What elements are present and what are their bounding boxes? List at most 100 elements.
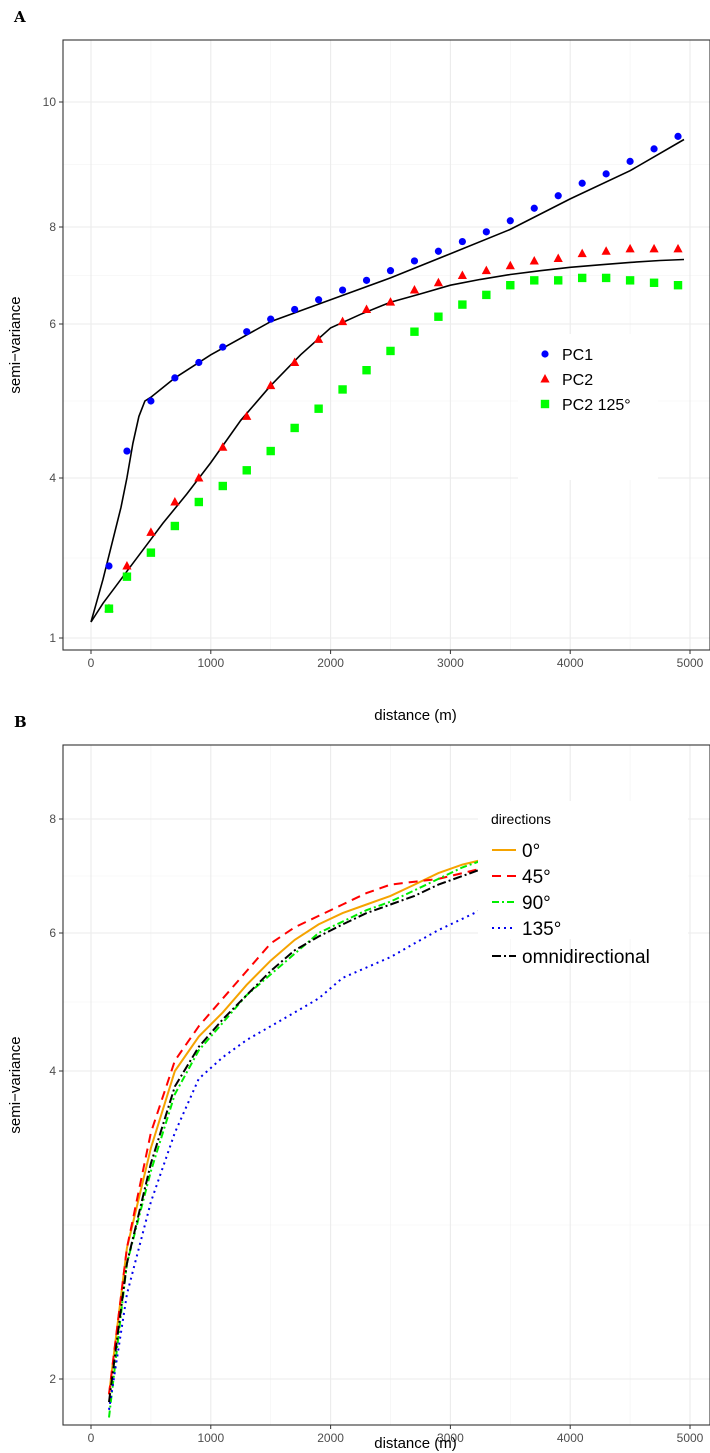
series-line-1	[108, 835, 679, 1395]
point-pc2-125-	[104, 604, 114, 613]
point-pc2	[553, 253, 563, 263]
point-pc2	[409, 285, 420, 294]
point-pc2	[433, 277, 444, 287]
legend-label: 90°	[522, 893, 551, 914]
legend-label: omnidirectional	[522, 947, 650, 968]
point-pc1	[171, 374, 179, 382]
x-tick-label: 0	[88, 656, 95, 670]
point-pc2	[529, 255, 539, 265]
point-pc2-125-	[506, 281, 515, 290]
y-axis-title: semi−variance	[7, 1036, 24, 1133]
point-pc1	[578, 179, 586, 187]
point-pc2-125-	[194, 497, 204, 507]
point-pc2-125-	[362, 366, 371, 375]
point-pc1	[147, 397, 155, 405]
y-tick-label: 4	[49, 1064, 56, 1078]
x-tick-label: 5000	[677, 656, 704, 670]
point-pc1	[243, 328, 251, 336]
legend-label: 0°	[522, 841, 540, 862]
point-pc1	[410, 257, 419, 265]
panel-b-label: B	[14, 713, 27, 731]
x-tick-label: 1000	[197, 656, 224, 670]
point-pc2-125-	[410, 327, 419, 336]
point-pc2	[625, 243, 635, 253]
x-tick-label: 5000	[677, 1431, 704, 1445]
point-pc1	[674, 132, 682, 140]
point-pc2-125-	[577, 273, 587, 283]
point-pc1	[315, 296, 323, 304]
point-pc2	[385, 297, 396, 306]
point-pc2	[577, 248, 587, 258]
point-pc1	[362, 276, 371, 284]
point-pc2-125-	[649, 278, 659, 287]
point-pc1	[506, 217, 514, 225]
x-tick-label: 0	[88, 1431, 95, 1445]
point-pc2	[122, 561, 132, 570]
point-pc2	[673, 243, 683, 253]
x-axis-title: distance (m)	[374, 707, 457, 724]
plot-border	[62, 744, 710, 1426]
y-tick-label: 8	[49, 812, 56, 826]
point-pc2	[649, 243, 659, 253]
point-pc1	[602, 170, 610, 178]
point-pc2-125-	[146, 548, 156, 557]
point-pc2-125-	[242, 466, 251, 475]
point-pc2-125-	[673, 281, 683, 290]
point-pc2-125-	[386, 346, 395, 356]
point-pc1	[482, 228, 490, 236]
point-pc1	[434, 247, 443, 255]
point-pc1	[123, 447, 131, 455]
point-pc2	[601, 246, 611, 255]
point-pc2-125-	[625, 276, 635, 285]
y-tick-label: 8	[49, 220, 56, 234]
x-tick-label: 3000	[437, 1431, 464, 1445]
panel-a-label: A	[13, 8, 26, 26]
y-tick-label: 6	[49, 317, 56, 331]
point-pc1	[267, 315, 275, 323]
point-pc1	[458, 237, 466, 246]
point-pc1	[650, 145, 658, 153]
point-pc2	[146, 527, 156, 536]
legend-label: 45°	[522, 867, 551, 888]
point-pc2-125-	[434, 312, 443, 321]
legend-key-square	[540, 399, 550, 409]
x-tick-label: 4000	[557, 656, 584, 670]
legend-key-circle	[541, 350, 549, 358]
point-pc2-125-	[266, 446, 275, 456]
x-tick-label: 4000	[557, 1431, 584, 1445]
point-pc2	[170, 497, 180, 506]
y-tick-label: 4	[49, 471, 56, 485]
point-pc1	[554, 192, 562, 200]
point-pc2	[361, 304, 372, 313]
point-pc2-125-	[122, 572, 132, 581]
x-tick-label: 2000	[317, 656, 344, 670]
point-pc2	[266, 380, 276, 390]
panel-b-plot: 0 1000 2000 3000 4000 5000 2 4 6 8 distance (m) sem…	[7, 744, 710, 1452]
legend-key-triangle	[540, 374, 550, 383]
point-pc2-125-	[482, 290, 491, 300]
point-pc2	[314, 334, 324, 343]
point-pc1	[626, 157, 634, 165]
point-pc1	[291, 305, 299, 314]
point-pc2-125-	[290, 423, 299, 433]
point-pc2	[194, 473, 204, 482]
x-axis-title: distance (m)	[374, 1435, 457, 1452]
legend-label: 135°	[522, 919, 561, 940]
point-pc1	[386, 267, 395, 275]
fitted-variogram-line	[90, 138, 685, 623]
panel-a-plot: 0 1000 2000 3000 4000 5000 1 4 6 8 10 distance (m) s…	[7, 39, 710, 724]
y-tick-label: 6	[49, 926, 56, 940]
point-pc2	[457, 270, 467, 279]
point-pc2	[218, 442, 228, 451]
legend-box	[478, 801, 688, 939]
point-pc1	[219, 343, 227, 351]
point-pc2	[290, 357, 300, 366]
legend-label: PC2 125°	[562, 397, 631, 414]
legend-title: directions	[491, 811, 551, 827]
point-pc1	[338, 286, 347, 294]
y-tick-label: 2	[49, 1372, 56, 1386]
y-tick-label: 1	[49, 631, 56, 645]
point-pc2	[481, 265, 491, 275]
point-pc2-125-	[314, 404, 323, 413]
